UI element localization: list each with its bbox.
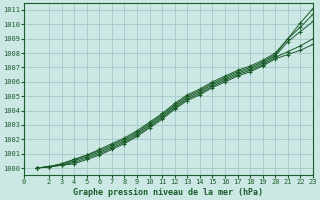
X-axis label: Graphe pression niveau de la mer (hPa): Graphe pression niveau de la mer (hPa): [74, 188, 263, 197]
